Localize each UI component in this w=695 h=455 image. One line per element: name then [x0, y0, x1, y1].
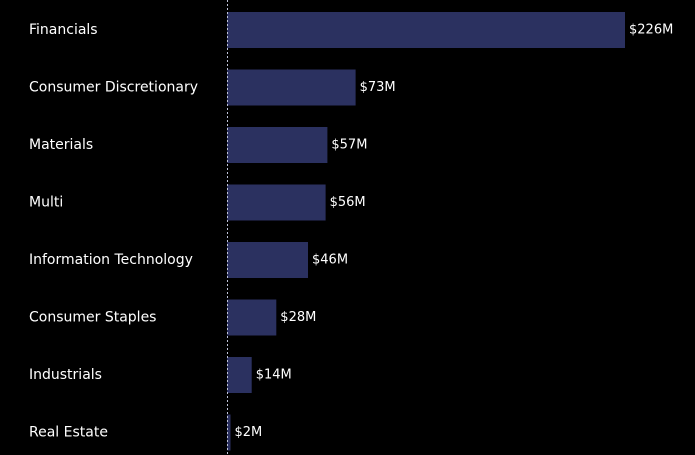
- category-label: Multi: [29, 195, 63, 211]
- value-label: $56M: [330, 195, 366, 210]
- category-label: Real Estate: [29, 425, 108, 441]
- value-label: $73M: [360, 80, 396, 95]
- bar-financials: [227, 12, 625, 48]
- category-label: Financials: [29, 22, 98, 38]
- bar-information-technology: [227, 242, 308, 278]
- value-label: $28M: [280, 310, 316, 325]
- category-label: Materials: [29, 137, 93, 153]
- labels-layer: Financials $226M Consumer Discretionary $73…: [29, 22, 673, 441]
- value-label: $46M: [312, 253, 348, 268]
- value-label: $14M: [256, 368, 292, 383]
- value-label: $57M: [331, 138, 367, 153]
- category-label: Consumer Staples: [29, 310, 156, 326]
- value-label: $2M: [235, 425, 263, 440]
- category-label: Industrials: [29, 367, 102, 383]
- bar-consumer-staples: [227, 299, 277, 336]
- category-label: Information Technology: [29, 252, 193, 268]
- bar-materials: [227, 127, 328, 163]
- bar-multi: [227, 184, 326, 221]
- value-label: $226M: [629, 23, 673, 38]
- bar-industrials: [227, 357, 252, 393]
- bar-consumer-discretionary: [227, 69, 356, 106]
- bar-real-estate: [227, 414, 231, 451]
- bars-layer: [227, 12, 625, 451]
- category-label: Consumer Discretionary: [29, 80, 198, 96]
